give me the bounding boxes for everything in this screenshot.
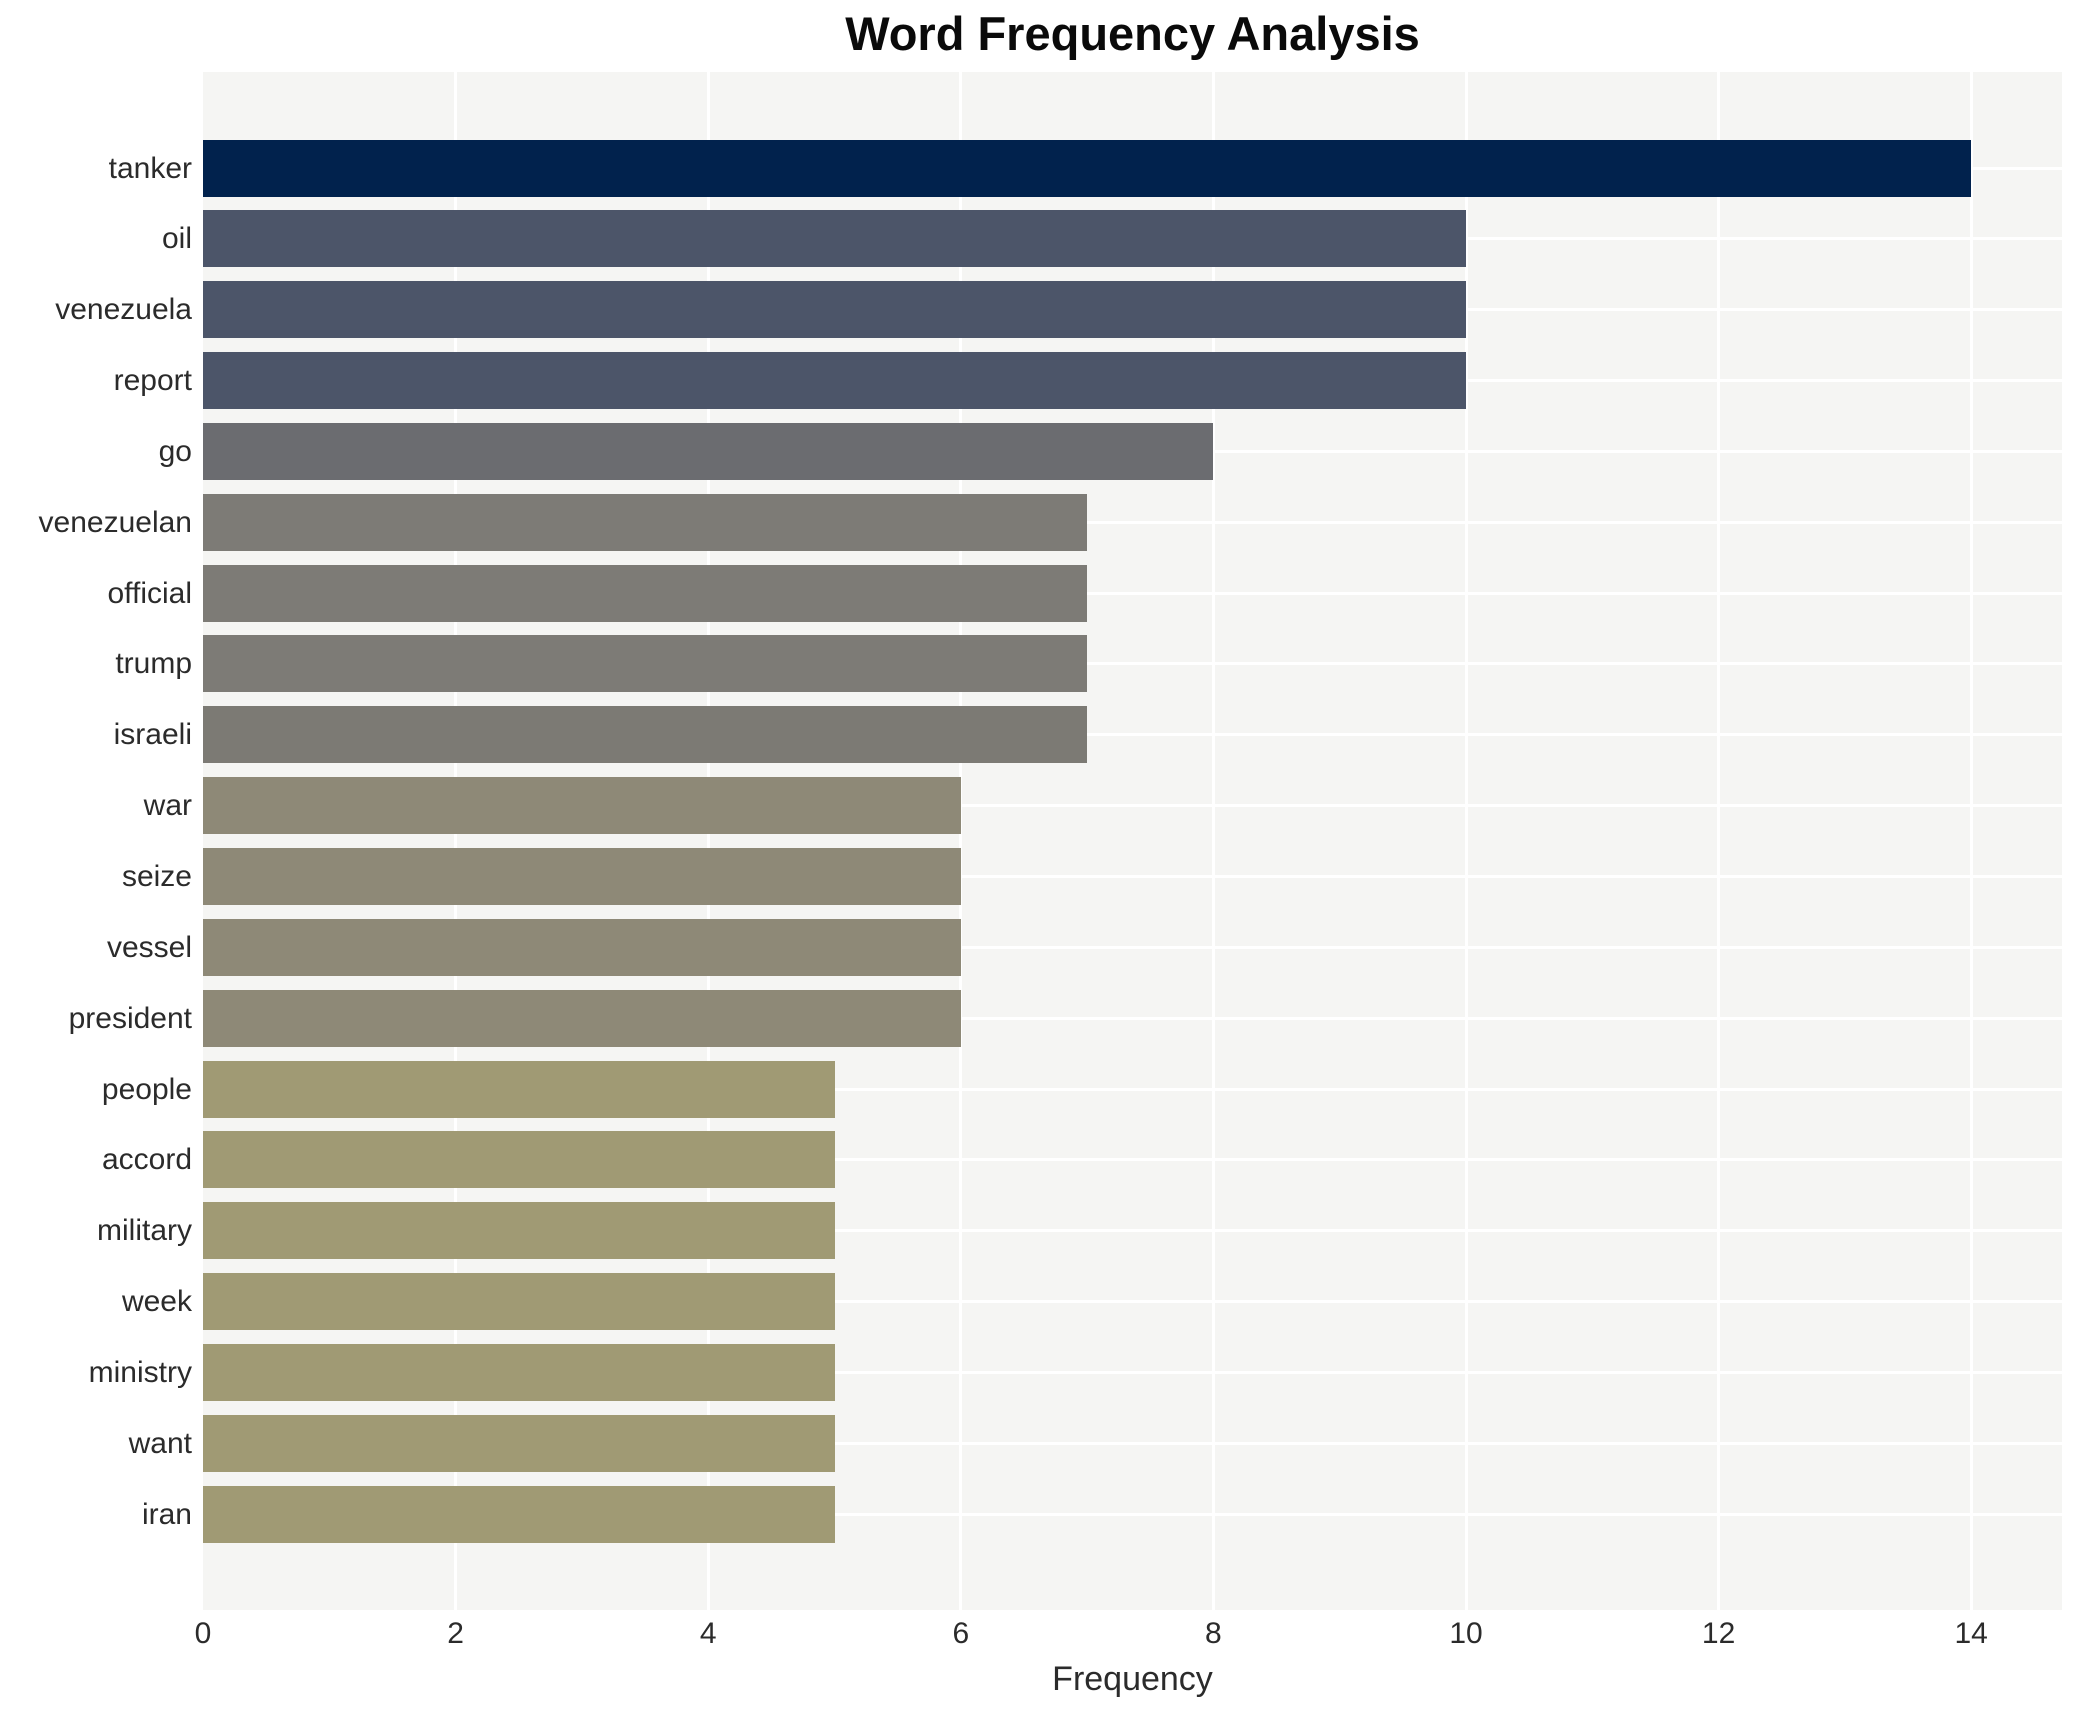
bar-venezuelan bbox=[203, 493, 1088, 551]
gridline-x-10 bbox=[1464, 72, 1468, 1610]
y-label-ministry: ministry bbox=[88, 1355, 192, 1389]
y-label-iran: iran bbox=[141, 1497, 192, 1531]
gridline-y-israeli bbox=[203, 733, 2062, 737]
bar-want bbox=[203, 1414, 835, 1472]
y-label-accord: accord bbox=[101, 1143, 192, 1177]
gridline-y-people bbox=[203, 1087, 2062, 1091]
y-label-people: people bbox=[101, 1072, 192, 1106]
bar-iran bbox=[203, 1485, 835, 1543]
chart-title: Word Frequency Analysis bbox=[845, 7, 1420, 60]
y-label-venezuela: venezuela bbox=[55, 293, 192, 327]
plot-area bbox=[203, 72, 2062, 1610]
y-label-go: go bbox=[158, 434, 192, 468]
gridline-y-vessel bbox=[203, 945, 2062, 949]
y-label-israeli: israeli bbox=[113, 718, 192, 752]
x-tick-14: 14 bbox=[1954, 1617, 1988, 1650]
x-axis-label: Frequency bbox=[1052, 1660, 1213, 1698]
y-label-week: week bbox=[121, 1285, 192, 1319]
y-label-war: war bbox=[143, 789, 192, 823]
gridline-x-2 bbox=[454, 72, 458, 1610]
x-tick-8: 8 bbox=[1205, 1617, 1222, 1650]
bar-war bbox=[203, 777, 961, 835]
y-label-president: president bbox=[68, 1001, 192, 1035]
x-tick-12: 12 bbox=[1701, 1617, 1736, 1650]
gridline-y-president bbox=[203, 1016, 2062, 1020]
bar-oil bbox=[203, 210, 1466, 268]
bar-official bbox=[203, 564, 1088, 622]
y-label-tanker: tanker bbox=[108, 151, 192, 185]
bar-go bbox=[203, 422, 1214, 480]
bar-seize bbox=[203, 848, 961, 905]
gridline-x-14 bbox=[1969, 72, 1973, 1610]
y-label-venezuelan: venezuelan bbox=[38, 505, 192, 539]
y-label-trump: trump bbox=[115, 647, 192, 681]
gridline-y-venezuelan bbox=[203, 520, 2062, 524]
bar-military bbox=[203, 1202, 835, 1260]
y-label-seize: seize bbox=[121, 860, 192, 893]
gridline-x-4 bbox=[706, 72, 710, 1610]
gridline-y-ministry bbox=[203, 1370, 2062, 1374]
bar-people bbox=[203, 1060, 835, 1118]
bar-week bbox=[203, 1273, 835, 1331]
gridline-y-trump bbox=[203, 662, 2062, 666]
bar-israeli bbox=[203, 706, 1088, 764]
y-label-military: military bbox=[97, 1214, 192, 1248]
gridline-y-seize bbox=[203, 875, 2062, 878]
gridline-y-week bbox=[203, 1300, 2062, 1304]
bar-president bbox=[203, 989, 961, 1047]
bar-trump bbox=[203, 635, 1088, 693]
y-label-want: want bbox=[128, 1426, 192, 1460]
y-label-official: official bbox=[107, 576, 193, 610]
x-tick-0: 0 bbox=[194, 1617, 212, 1650]
y-label-oil: oil bbox=[161, 222, 192, 256]
gridline-y-war bbox=[203, 804, 2062, 808]
y-label-report: report bbox=[113, 364, 192, 398]
gridline-y-iran bbox=[203, 1512, 2062, 1516]
x-tick-6: 6 bbox=[952, 1617, 970, 1650]
bar-accord bbox=[203, 1131, 835, 1189]
gridline-y-military bbox=[203, 1229, 2062, 1233]
bar-ministry bbox=[203, 1343, 835, 1401]
gridline-x-8 bbox=[1211, 72, 1215, 1610]
gridline-y-accord bbox=[203, 1158, 2062, 1162]
y-label-vessel: vessel bbox=[106, 930, 192, 964]
bar-vessel bbox=[203, 918, 961, 976]
bar-tanker bbox=[203, 139, 1972, 197]
bar-venezuela bbox=[203, 281, 1466, 339]
gridline-y-official bbox=[203, 591, 2062, 595]
gridline-x-12 bbox=[1717, 72, 1721, 1610]
gridline-y-want bbox=[203, 1441, 2062, 1445]
x-tick-10: 10 bbox=[1449, 1617, 1483, 1650]
x-tick-4: 4 bbox=[699, 1617, 717, 1650]
bar-report bbox=[203, 352, 1466, 410]
gridline-x-6 bbox=[959, 72, 963, 1610]
x-tick-2: 2 bbox=[447, 1617, 464, 1650]
